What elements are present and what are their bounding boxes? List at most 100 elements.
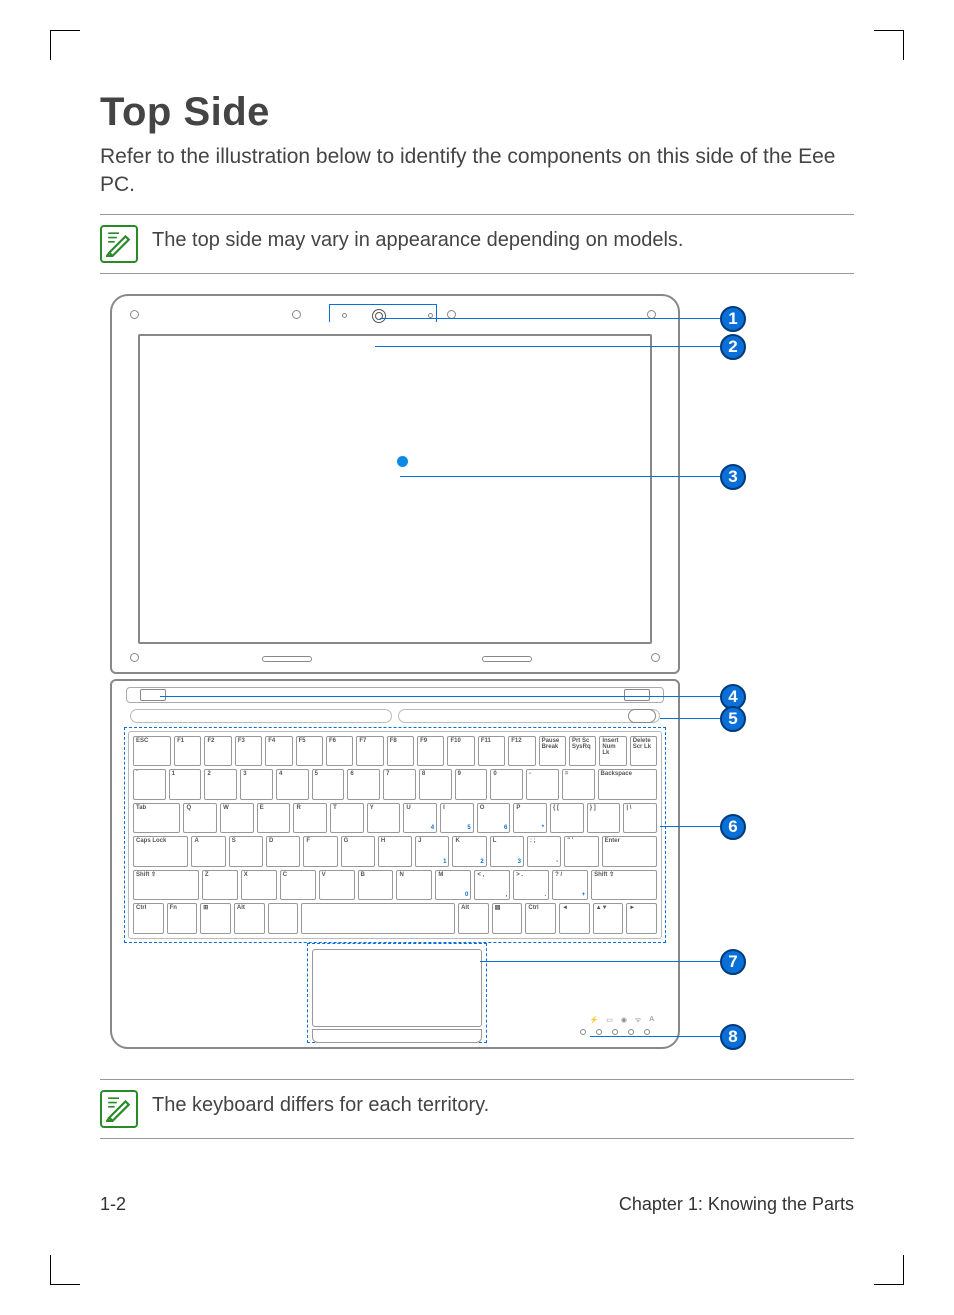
laptop-diagram: ESCF1F2F3F4F5F6F7F8F9F10F11F12Pause Brea… [100, 294, 854, 1049]
crop-mark [874, 30, 904, 31]
callout-line-7 [480, 961, 720, 963]
led-dot [596, 1029, 602, 1035]
screen-callout-dot [397, 456, 408, 467]
key-: { [ [550, 803, 584, 834]
led-dot [580, 1029, 586, 1035]
key-j: J1 [415, 836, 449, 867]
laptop-base: ESCF1F2F3F4F5F6F7F8F9F10F11F12Pause Brea… [110, 679, 680, 1049]
crop-mark [903, 30, 904, 60]
key-f7: F7 [356, 736, 383, 767]
key-f12: F12 [508, 736, 535, 767]
callout-number-6: 6 [720, 814, 746, 840]
key-s: S [229, 836, 263, 867]
switch-pill [398, 709, 660, 723]
key-k: K2 [452, 836, 486, 867]
key-r: R [293, 803, 327, 834]
key-y: Y [367, 803, 401, 834]
key-2: 2 [204, 769, 237, 800]
key-9: 9 [455, 769, 488, 800]
crop-mark [50, 30, 51, 60]
led-dot [628, 1029, 634, 1035]
key-t: T [330, 803, 364, 834]
status-led-icons: ⚡▭◉ᯤA [589, 1016, 654, 1025]
key-a: A [191, 836, 225, 867]
key-: - [526, 769, 559, 800]
key-z: Z [202, 870, 238, 901]
key-g: G [341, 836, 375, 867]
key-esc: ESC [133, 736, 171, 767]
hinge-block [140, 689, 166, 701]
page-content: Top Side Refer to the illustration below… [100, 90, 854, 1225]
callout-line-1 [380, 318, 720, 320]
key-: : ;- [527, 836, 561, 867]
key-ctrl: Ctrl [525, 903, 556, 934]
callout-line-4 [160, 696, 720, 698]
callout-line-3 [400, 476, 720, 478]
note-text-2: The keyboard differs for each territory. [152, 1090, 489, 1117]
intro-text: Refer to the illustration below to ident… [100, 143, 854, 200]
keyboard: ESCF1F2F3F4F5F6F7F8F9F10F11F12Pause Brea… [128, 731, 662, 939]
camera-icon [372, 309, 386, 323]
key-3: 3 [240, 769, 273, 800]
hinge-bar [126, 687, 664, 703]
key-shift: Shift ⇧ [133, 870, 199, 901]
key-0: 0 [490, 769, 523, 800]
key-f: F [303, 836, 337, 867]
key-f11: F11 [478, 736, 505, 767]
key-enter: Enter [602, 836, 657, 867]
key-f5: F5 [296, 736, 323, 767]
switch-pill [130, 709, 392, 723]
key-f1: F1 [174, 736, 201, 767]
callout-number-2: 2 [720, 334, 746, 360]
key-: < ,, [474, 870, 510, 901]
key-: > .. [513, 870, 549, 901]
callout-line-5 [660, 718, 720, 720]
laptop-illustration: ESCF1F2F3F4F5F6F7F8F9F10F11F12Pause Brea… [110, 294, 680, 674]
switch-row [130, 709, 660, 723]
key-m: M0 [435, 870, 471, 901]
callout-number-1: 1 [720, 306, 746, 332]
crop-mark [50, 1255, 51, 1285]
callout-number-5: 5 [720, 706, 746, 732]
note-text-1: The top side may vary in appearance depe… [152, 225, 683, 252]
key-ctrl: Ctrl [133, 903, 164, 934]
crop-mark [874, 1284, 904, 1285]
callout-number-7: 7 [720, 949, 746, 975]
key-prtscsysrq: Prt Sc SysRq [569, 736, 596, 767]
touchpad [312, 949, 482, 1027]
bumper-dot [130, 310, 139, 319]
callout-number-8: 8 [720, 1024, 746, 1050]
key-d: D [266, 836, 300, 867]
key-: ` [133, 769, 166, 800]
key-: ? /+ [552, 870, 588, 901]
key-4: 4 [276, 769, 309, 800]
key-: ▤ [492, 903, 523, 934]
callout-line-6 [660, 826, 720, 828]
key-f4: F4 [265, 736, 292, 767]
key-h: H [378, 836, 412, 867]
key-w: W [220, 803, 254, 834]
note-icon [100, 1090, 138, 1128]
key-: ► [626, 903, 657, 934]
key-space [301, 903, 455, 934]
note-box-2: The keyboard differs for each territory. [100, 1079, 854, 1139]
hinge-slot [482, 656, 532, 662]
key-f6: F6 [326, 736, 353, 767]
key-shift: Shift ⇧ [591, 870, 657, 901]
key-8: 8 [419, 769, 452, 800]
key-l: L3 [490, 836, 524, 867]
key-i: I5 [440, 803, 474, 834]
key-backspace: Backspace [598, 769, 657, 800]
crop-mark [903, 1255, 904, 1285]
key-5: 5 [312, 769, 345, 800]
key-n: N [396, 870, 432, 901]
key-: = [562, 769, 595, 800]
key-c: C [280, 870, 316, 901]
key-e: E [257, 803, 291, 834]
key-f10: F10 [447, 736, 474, 767]
note-icon [100, 225, 138, 263]
callout-line-8 [590, 1036, 720, 1038]
key-f9: F9 [417, 736, 444, 767]
hinge-slot [262, 656, 312, 662]
crop-mark [50, 30, 80, 31]
